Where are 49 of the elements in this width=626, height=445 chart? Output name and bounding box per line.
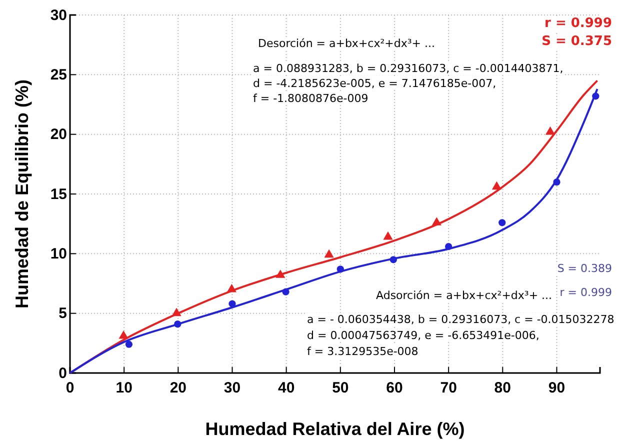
point [498, 219, 506, 226]
point [228, 300, 236, 308]
y-axis-title: Humedad de Equilibrio (%) [12, 79, 32, 309]
point [390, 256, 397, 264]
y-tick-label: 0 [58, 364, 67, 382]
annotation: r = 0.999 [560, 286, 612, 299]
point [432, 217, 442, 226]
point [336, 266, 344, 273]
annotation: a = 0.088931283, b = 0.29316073, c = -0.0014403871, [253, 62, 564, 75]
y-tick-label: 10 [50, 245, 67, 262]
annotation: d = -4.2185623e-005, e = 7.1476185e-007, [253, 77, 496, 90]
y-tick-label: 25 [50, 66, 67, 84]
x-tick-label: 70 [440, 380, 457, 396]
x-tick-label: 90 [548, 380, 566, 396]
point [172, 308, 182, 316]
point [118, 330, 128, 339]
annotation: S = 0.375 [542, 34, 612, 49]
point [545, 126, 556, 135]
annotation: a = - 0.060354438, b = 0.29316073, c = -0.015032278 [307, 313, 614, 326]
x-axis-title: Humedad Relativa del Aire (%) [205, 419, 465, 439]
annotation: Desorción = a+bx+cx²+dx³+ ... [258, 37, 435, 50]
x-tick-label: 20 [170, 380, 187, 396]
annotation: r = 0.999 [544, 16, 612, 31]
point [174, 320, 182, 328]
point [445, 242, 452, 250]
point [492, 181, 502, 190]
point [282, 288, 290, 296]
annotation: S = 0.389 [557, 262, 612, 275]
point [226, 284, 237, 292]
point [592, 92, 600, 100]
point [125, 340, 133, 348]
x-tick-label: 80 [494, 380, 511, 396]
annotation: Adsorción = a+bx+cx²+dx³+ ... [376, 289, 552, 302]
x-tick-label: 30 [224, 380, 241, 396]
y-tick-label: 15 [50, 186, 67, 203]
annotation: d = 0.00047563749, e = -6.653491e-006, [307, 329, 540, 342]
x-tick-label: 50 [332, 380, 349, 396]
x-tick-label: 10 [116, 380, 132, 396]
point [324, 249, 334, 258]
y-tick-label: 5 [58, 305, 67, 322]
annotation: f = -1.8080876e-009 [253, 92, 368, 105]
x-tick-label: 40 [278, 380, 295, 396]
y-tick-label: 30 [50, 6, 67, 24]
point [276, 270, 286, 278]
point [383, 231, 393, 240]
y-tick-label: 20 [50, 126, 67, 144]
point [553, 178, 560, 186]
annotation: f = 3.3129535e-008 [307, 345, 418, 358]
x-tick-label: 60 [386, 380, 403, 396]
